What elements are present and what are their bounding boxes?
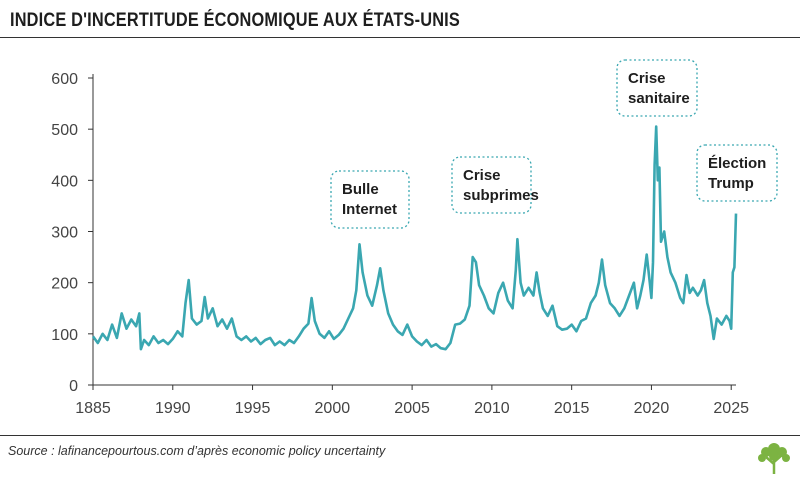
tree-icon [758, 443, 790, 474]
annotation-label: Internet [342, 201, 397, 218]
annotation-label: Élection [708, 155, 766, 172]
y-tick-label: 0 [69, 378, 78, 395]
annotation-box [616, 59, 698, 117]
y-tick-label: 500 [51, 122, 78, 139]
line-chart: 0 100 200 300 400 500 600 1885 1990 1995 2000 2005 2… [51, 59, 778, 417]
y-tick-label: 200 [51, 276, 78, 293]
annotation-box [451, 156, 532, 214]
x-tick-label: 1990 [155, 400, 191, 417]
x-tick-label: 2000 [315, 400, 351, 417]
x-tick-label: 2015 [554, 400, 590, 417]
annotation-box [696, 144, 778, 202]
source-divider [0, 435, 800, 436]
x-tick-label: 2025 [713, 400, 749, 417]
y-tick-label: 300 [51, 225, 78, 242]
x-tick-label: 1995 [235, 400, 271, 417]
y-tick-label: 400 [51, 173, 78, 190]
series-line [91, 125, 738, 351]
source-note: Source : lafinancepourtous.com d’après e… [8, 444, 386, 458]
y-tick-label: 100 [51, 327, 78, 344]
chart-axes: 0 100 200 300 400 500 600 1885 1990 1995 2000 2005 2… [51, 71, 749, 417]
y-tick-label: 600 [51, 71, 78, 88]
annotation-label: Bulle [342, 181, 379, 198]
x-tick-label: 2020 [634, 400, 670, 417]
annotation-label: Crise [628, 70, 666, 87]
x-tick-label: 2010 [474, 400, 510, 417]
annotation-label: sanitaire [628, 90, 690, 107]
annotation-label: Crise [463, 167, 501, 184]
annotation-label: subprimes [463, 187, 539, 204]
plot-area [91, 125, 738, 351]
annotations: Bulle Internet Crise subprimes Crise sanitair… [330, 59, 778, 229]
title-divider [0, 37, 800, 38]
x-tick-label: 2005 [394, 400, 430, 417]
annotation-box [330, 170, 410, 229]
chart-title: INDICE D'INCERTITUDE ÉCONOMIQUE AUX ÉTAT… [10, 10, 460, 31]
annotation-label: Trump [708, 175, 754, 192]
x-tick-label: 1885 [75, 400, 111, 417]
